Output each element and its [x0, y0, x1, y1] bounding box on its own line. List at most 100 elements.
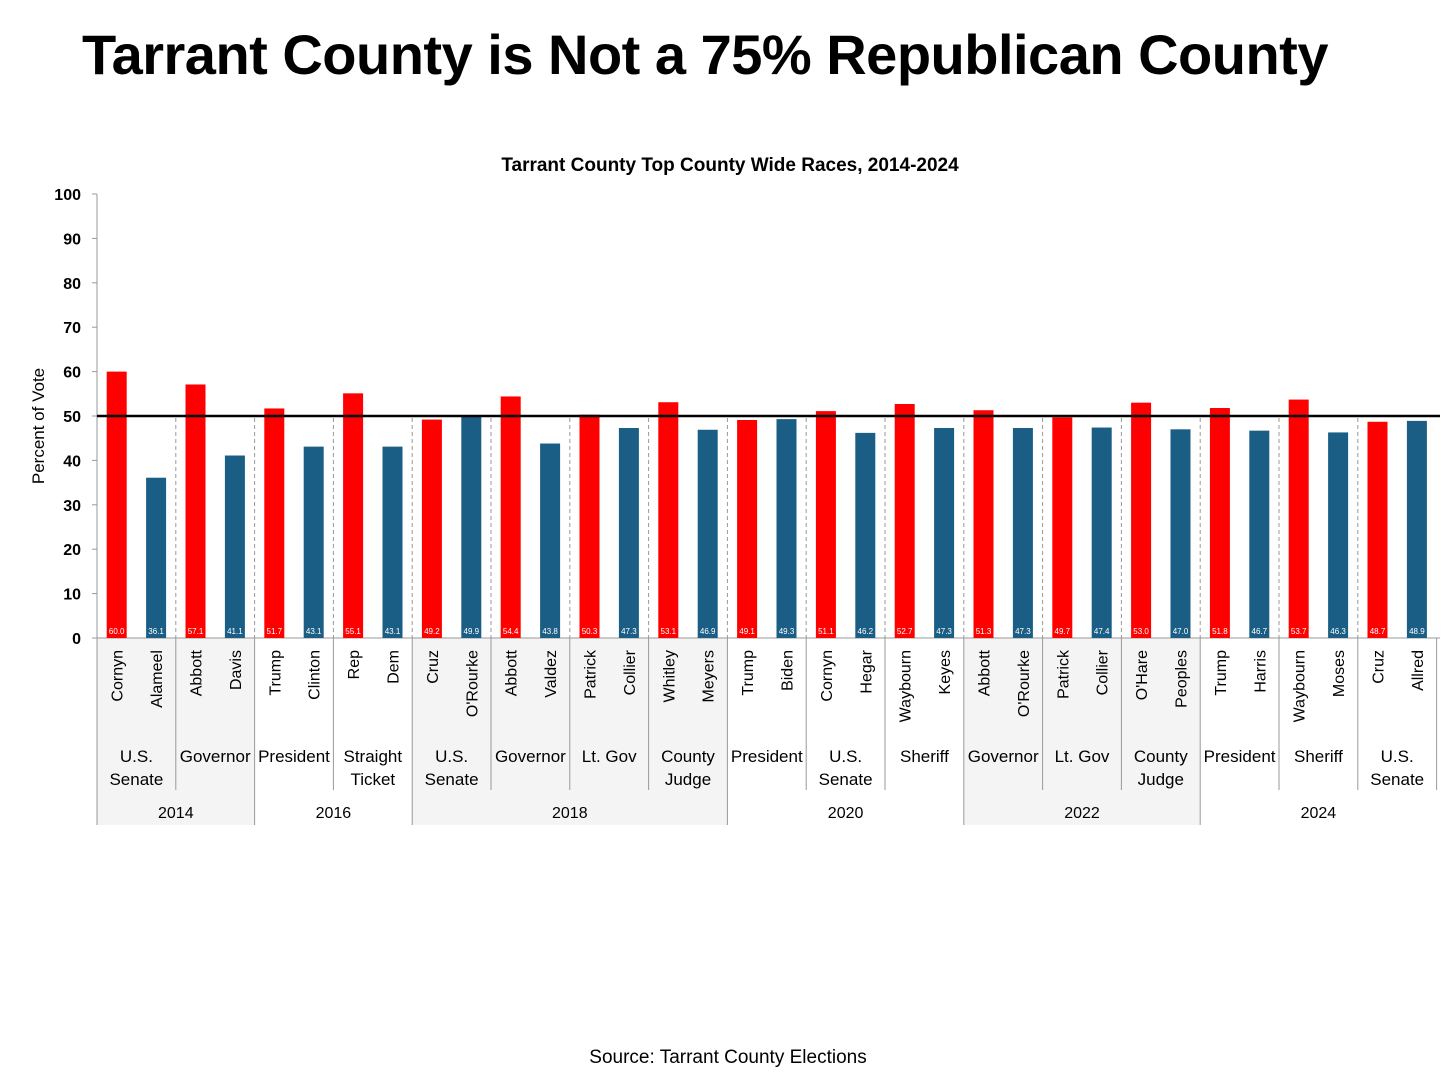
bar-value-label: 47.4 — [1094, 627, 1110, 636]
candidate-label: Davis — [228, 650, 245, 690]
candidate-label: O'Hare — [1134, 650, 1151, 700]
bar-value-label: 47.3 — [621, 627, 637, 636]
bar-d — [1249, 430, 1270, 638]
bar-r — [737, 419, 758, 638]
race-label: Governor — [180, 747, 251, 766]
race-label: U.S. — [829, 747, 862, 766]
bar-value-label: 60.0 — [109, 627, 125, 636]
bar-d — [1170, 429, 1191, 638]
candidate-label: Biden — [780, 650, 797, 691]
year-label: 2020 — [828, 805, 864, 822]
bar-value-label: 47.3 — [936, 627, 952, 636]
candidate-label: Moses — [1331, 650, 1348, 697]
candidate-label: Patrick — [583, 649, 600, 699]
candidate-label: Peoples — [1174, 650, 1191, 708]
race-label: U.S. — [435, 747, 468, 766]
year-label: 2024 — [1301, 805, 1337, 822]
y-tick-label: 90 — [63, 231, 81, 248]
bar-value-label: 51.7 — [267, 627, 283, 636]
bar-value-label: 46.3 — [1330, 627, 1346, 636]
race-label: Senate — [425, 770, 479, 789]
candidate-label: Cornyn — [110, 650, 127, 702]
candidate-label: Whitley — [661, 650, 678, 702]
bar-d — [303, 446, 324, 638]
candidate-label: Alameel — [149, 650, 166, 708]
bar-r — [264, 408, 285, 638]
y-tick-label: 70 — [63, 320, 81, 337]
y-tick-label: 100 — [54, 187, 81, 204]
race-label: President — [1204, 747, 1276, 766]
candidate-label: Abbott — [977, 649, 994, 696]
candidate-label: Waybourn — [1292, 650, 1309, 722]
candidate-label: Dem — [386, 650, 403, 684]
candidate-label: Valdez — [543, 650, 560, 698]
bar-value-label: 52.7 — [897, 627, 913, 636]
candidate-label: Cruz — [1371, 650, 1388, 684]
candidate-label: Abbott — [504, 649, 521, 696]
bar-r — [421, 419, 442, 638]
bar-value-label: 46.9 — [700, 627, 716, 636]
race-label: Senate — [819, 770, 873, 789]
bar-value-label: 46.2 — [858, 627, 874, 636]
bar-d — [618, 427, 639, 638]
candidate-label: Hegar — [858, 649, 875, 693]
race-label: Judge — [1138, 770, 1184, 789]
y-tick-label: 30 — [63, 498, 81, 515]
candidate-label: Harris — [1252, 650, 1269, 693]
bar-value-label: 36.1 — [148, 627, 164, 636]
bar-value-label: 43.8 — [542, 627, 558, 636]
candidate-label: O'Rourke — [1016, 650, 1033, 717]
candidate-label: Cruz — [425, 650, 442, 684]
candidate-label: Trump — [740, 650, 757, 696]
bar-value-label: 57.1 — [188, 627, 204, 636]
bar-value-label: 50.3 — [582, 627, 598, 636]
bar-value-label: 43.1 — [306, 627, 322, 636]
bar-d — [1406, 420, 1427, 638]
race-label: President — [731, 747, 803, 766]
race-label: Sheriff — [900, 747, 949, 766]
bar-d — [224, 455, 245, 638]
candidate-label: Patrick — [1055, 649, 1072, 699]
bar-r — [1131, 402, 1152, 638]
candidate-label: Trump — [267, 650, 284, 696]
candidate-label: Rep — [346, 650, 363, 679]
y-tick-label: 10 — [63, 587, 81, 604]
race-label: Straight — [344, 747, 403, 766]
candidate-label: Allred — [1410, 650, 1427, 691]
y-tick-label: 60 — [63, 365, 81, 382]
bar-r — [973, 410, 994, 638]
candidate-label: Abbott — [189, 649, 206, 696]
bar-value-label: 49.9 — [464, 627, 480, 636]
bar-r — [579, 414, 600, 638]
bar-value-label: 41.1 — [227, 627, 243, 636]
bar-value-label: 51.1 — [818, 627, 834, 636]
race-label: Senate — [1370, 770, 1424, 789]
race-label: Governor — [968, 747, 1039, 766]
race-label: U.S. — [1381, 747, 1414, 766]
bar-d — [697, 429, 718, 638]
race-label: County — [661, 747, 715, 766]
bar-d — [382, 446, 403, 638]
bar-d — [1328, 432, 1349, 638]
year-label: 2018 — [552, 805, 588, 822]
y-tick-label: 80 — [63, 276, 81, 293]
race-label: Judge — [665, 770, 711, 789]
candidate-label: Collier — [1095, 649, 1112, 695]
candidate-label: O'Rourke — [464, 650, 481, 717]
bar-r — [106, 371, 127, 638]
bar-value-label: 46.7 — [1252, 627, 1268, 636]
race-label: County — [1134, 747, 1188, 766]
year-label: 2022 — [1064, 805, 1100, 822]
bar-d — [776, 419, 797, 638]
bar-d — [1091, 427, 1112, 638]
candidate-label: Collier — [622, 649, 639, 695]
y-tick-label: 40 — [63, 453, 81, 470]
bar-value-label: 43.1 — [385, 627, 401, 636]
race-label: Lt. Gov — [582, 747, 637, 766]
y-tick-label: 0 — [72, 631, 81, 648]
race-label: President — [258, 747, 330, 766]
y-tick-label: 20 — [63, 542, 81, 559]
bar-d — [146, 477, 167, 638]
bar-r — [185, 384, 206, 638]
